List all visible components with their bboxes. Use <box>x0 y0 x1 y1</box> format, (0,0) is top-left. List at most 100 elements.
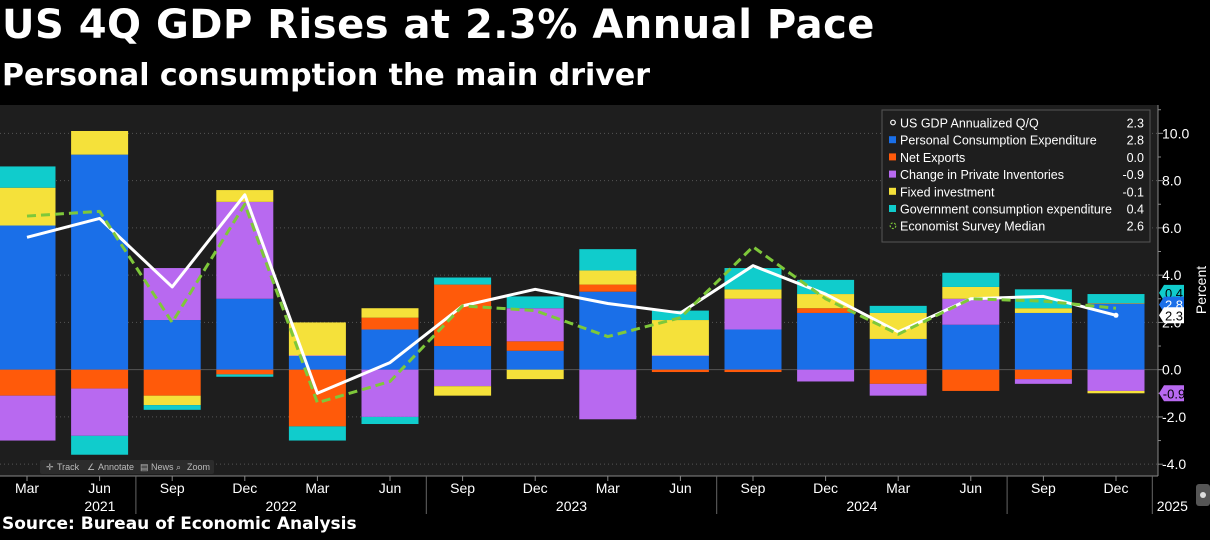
toolbar-news-button[interactable]: News <box>151 462 174 472</box>
year-label: 2022 <box>266 498 297 514</box>
bar-segment <box>361 317 419 330</box>
x-tick-label: Dec <box>232 480 257 496</box>
year-label: 2025 <box>1157 498 1188 514</box>
bar-segment <box>942 324 1000 370</box>
gdp-last-point <box>1113 312 1119 318</box>
y-tick-label: -4.0 <box>1162 456 1186 472</box>
bar-segment <box>1014 289 1072 309</box>
legend-swatch <box>889 136 896 144</box>
bar-segment <box>434 284 492 347</box>
y-tick-label: 8.0 <box>1162 173 1182 189</box>
x-tick-label: Dec <box>523 480 548 496</box>
bar-segment <box>216 369 274 375</box>
legend-label: Economist Survey Median <box>900 220 1045 234</box>
survey-median-line <box>26 202 1117 405</box>
bar-segment <box>71 388 129 436</box>
legend-value: 2.8 <box>1127 134 1144 148</box>
legend-swatch <box>889 205 896 212</box>
toolbar-background <box>40 460 214 474</box>
bar-segment <box>71 435 129 455</box>
bar-segment <box>942 369 1000 391</box>
y-axis: -4.0-2.00.02.04.06.08.010.0 <box>1157 105 1189 476</box>
year-label: 2021 <box>84 498 115 514</box>
pencil-icon[interactable]: ∠ <box>87 462 95 472</box>
toolbar-track-button[interactable]: Track <box>57 462 80 472</box>
bar-segment <box>506 296 564 309</box>
bar-segment <box>216 374 274 377</box>
bar-segment <box>288 426 346 441</box>
bar-segment <box>506 341 564 351</box>
x-tick-label: Mar <box>596 480 620 496</box>
bar-segment <box>506 350 564 370</box>
bar-segment <box>0 395 56 441</box>
bar-segment <box>651 369 709 373</box>
legend-swatch <box>889 170 896 178</box>
bar-segment <box>869 369 927 384</box>
bar-segment <box>724 329 782 370</box>
source-note: Source: Bureau of Economic Analysis <box>2 514 357 534</box>
x-tick-label: Jun <box>669 480 692 496</box>
crosshair-icon[interactable]: ✛ <box>46 462 54 472</box>
x-tick-label: Dec <box>813 480 838 496</box>
legend-value: -0.1 <box>1122 185 1144 199</box>
corner-widget[interactable] <box>1196 484 1210 506</box>
bar-segment <box>143 395 201 406</box>
value-tag-label: 2.3 <box>1165 308 1183 323</box>
bar-segment <box>506 308 564 342</box>
zoom-icon[interactable]: ⌕ <box>176 462 181 472</box>
x-tick-label: Sep <box>450 480 475 496</box>
bar-segment <box>288 355 346 370</box>
toolbar-annotate-button[interactable]: Annotate <box>98 462 134 472</box>
bar-segment <box>0 166 56 188</box>
bar-segment <box>797 308 855 313</box>
bar-segment <box>1014 312 1072 370</box>
bar-segment <box>71 154 129 370</box>
value-tag <box>1159 307 1184 324</box>
bar-segment <box>651 355 709 370</box>
bar-segment <box>288 355 346 356</box>
bar-segment <box>1087 294 1145 304</box>
bar-segment <box>942 272 1000 287</box>
chart-title: US 4Q GDP Rises at 2.3% Annual Pace <box>2 2 875 48</box>
legend-swatch <box>889 153 896 161</box>
chart-subtitle: Personal consumption the main driver <box>2 58 650 93</box>
x-tick-label: Jun <box>379 480 402 496</box>
bar-segment <box>942 298 1000 325</box>
legend-value: 2.3 <box>1127 117 1144 131</box>
bar-segment <box>579 270 637 285</box>
year-label: 2023 <box>556 498 587 514</box>
x-tick-label: Mar <box>305 480 329 496</box>
bar-segment <box>1014 379 1072 384</box>
chart-toolbar: ✛ Track ∠ Annotate ▤ News ⌕ Zoom <box>40 460 214 474</box>
y-tick-label: -2.0 <box>1162 409 1186 425</box>
bar-segment <box>143 369 201 396</box>
toolbar-zoom-button[interactable]: Zoom <box>187 462 210 472</box>
bar-segment <box>0 187 56 226</box>
bar-segment <box>216 298 274 370</box>
y-axis-label: Percent <box>1193 266 1209 314</box>
x-tick-label: Sep <box>160 480 185 496</box>
bar-segment <box>724 369 782 373</box>
legend-label: US GDP Annualized Q/Q <box>900 117 1039 131</box>
bar-segment <box>434 369 492 387</box>
bar-segment <box>724 298 782 330</box>
x-tick-label: Jun <box>88 480 111 496</box>
bar-segment <box>651 355 709 356</box>
bar-segment <box>143 320 201 370</box>
bar-segment <box>869 338 927 370</box>
bar-segment <box>1087 369 1145 391</box>
bar-segment <box>797 312 855 370</box>
x-tick-label: Jun <box>960 480 983 496</box>
news-icon[interactable]: ▤ <box>140 462 149 472</box>
bar-segment <box>434 346 492 370</box>
legend-value: 0.4 <box>1127 203 1144 217</box>
legend-value: -0.9 <box>1122 168 1144 182</box>
bar-segment <box>1014 308 1072 313</box>
bar-segment <box>797 279 855 295</box>
last-value-tags: 0.42.82.3-0.9 <box>1159 284 1185 402</box>
bar-segment <box>361 416 419 425</box>
legend-label: Fixed investment <box>900 185 995 199</box>
x-axis: Mar Jun Sep Dec Mar Jun Sep Dec Mar Jun Sep Dec Mar J… <box>0 475 1188 514</box>
x-tick-label: Mar <box>15 480 39 496</box>
